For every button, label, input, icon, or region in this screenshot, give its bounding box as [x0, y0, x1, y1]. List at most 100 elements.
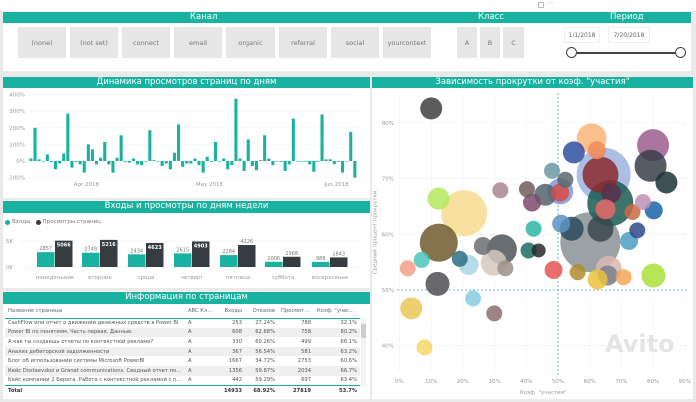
scatter-bubble: [543, 162, 560, 179]
focus-mode-icon[interactable]: [538, 2, 544, 8]
daily-bar: [287, 161, 291, 165]
daily-bar: [201, 161, 205, 173]
x-tick-label: 60%: [584, 379, 596, 385]
col-abc-class[interactable]: ABC Класс: [185, 305, 217, 319]
period-slider-start-handle[interactable]: [566, 47, 577, 58]
daily-bar: [353, 161, 357, 178]
daily-bar: [127, 161, 131, 163]
weekday-bar: [192, 241, 210, 267]
col-page-name[interactable]: Название страницы: [5, 305, 185, 319]
x-tick-label: 0%: [395, 379, 404, 385]
period-slider-end-handle[interactable]: [675, 47, 686, 58]
pages-table: Название страницы ABC Класс Входы Отказо…: [5, 305, 360, 398]
scatter-bubble: [413, 251, 430, 268]
col-bounces[interactable]: Отказов: [245, 305, 278, 319]
x-tick-label: 70%: [615, 379, 627, 385]
daily-bar: [263, 135, 267, 161]
daily-bar: [177, 124, 181, 161]
daily-bar: [131, 158, 135, 161]
scatter-bubble: [634, 149, 667, 182]
x-tick-label: 80%: [647, 379, 659, 385]
daily-bar: [222, 158, 226, 161]
weekday-bar: [283, 256, 301, 267]
table-row[interactable]: Power BI по понятиям. Часть первая. Данн…: [5, 327, 360, 338]
daily-bar: [136, 161, 140, 165]
channel-option-email[interactable]: email: [174, 27, 222, 58]
class-title: Класс: [478, 12, 505, 22]
class-option-b[interactable]: B: [480, 27, 500, 58]
col-engagement[interactable]: Коэф. "участия": [314, 305, 360, 319]
channel-option-social[interactable]: social: [331, 27, 379, 58]
avito-watermark: Avito: [605, 330, 675, 358]
y-tick-label: 60%: [382, 232, 394, 238]
x-tick-label: Jun 2018: [323, 182, 349, 188]
daily-bar: [119, 135, 123, 161]
scatter-ylabel: Средний процент прокрутки: [372, 190, 379, 275]
x-tick-label: May 2018: [196, 182, 224, 188]
channel-option-none[interactable]: (none): [18, 27, 66, 58]
table-row[interactable]: Кейс Dostaevskoi и Granat communications…: [5, 365, 360, 376]
pages-table-title: Информация по страницам: [3, 292, 370, 304]
more-options-icon[interactable]: ···: [548, 0, 554, 7]
channel-option-not-set[interactable]: (not set): [70, 27, 118, 58]
channel-option-connect[interactable]: connect: [122, 27, 170, 58]
scatter-bubble: [595, 199, 616, 220]
scatter-bubble: [562, 141, 585, 164]
table-total-row: Total 14933 68.92% 27819 53.7%: [5, 384, 360, 398]
col-views[interactable]: Просмотры: [278, 305, 314, 319]
x-tick-label: суббота: [271, 275, 294, 281]
x-tick-label: пятница: [226, 275, 250, 281]
table-cell: 56.54%: [245, 346, 278, 357]
data-label: 5066: [57, 243, 71, 249]
daily-bar: [189, 161, 193, 164]
daily-bar: [95, 161, 99, 165]
x-tick-label: вторник: [88, 275, 112, 281]
daily-bar: [316, 161, 320, 162]
table-cell: Кейс Dostaevskoi и Granat communications…: [5, 365, 185, 376]
table-cell: 59.87%: [245, 365, 278, 376]
table-cell: 1356: [217, 365, 245, 376]
weekday-bar: [174, 253, 192, 267]
scatter-bubble: [544, 260, 563, 279]
class-option-c[interactable]: C: [503, 27, 524, 58]
channel-option-organic[interactable]: organic: [226, 27, 275, 58]
y-tick-label: 5K: [6, 239, 13, 245]
scatter-title: Зависимость прокрутки от коэф. "участия": [372, 77, 693, 88]
table-scrollbar[interactable]: [361, 318, 366, 386]
y-tick-label: 70%: [382, 177, 394, 183]
x-tick-label: Apr 2018: [74, 182, 100, 188]
daily-bar: [308, 161, 312, 165]
scatter-bubble: [400, 297, 423, 320]
daily-bar: [107, 161, 111, 165]
y-tick-label: 200%: [9, 126, 25, 132]
data-label: 2615: [176, 247, 189, 253]
scatter-bubble: [441, 190, 488, 237]
y-tick-label: 400%: [9, 93, 25, 99]
class-option-a[interactable]: A: [457, 27, 477, 58]
table-row[interactable]: Анализ дебиторской задолженности A 367 56.5…: [5, 346, 360, 357]
col-entries[interactable]: Входы: [217, 305, 245, 319]
table-scrollbar-thumb[interactable]: [361, 324, 366, 338]
data-label: 988: [316, 256, 326, 262]
scatter-bubble: [492, 182, 509, 199]
weekday-bar: [238, 245, 256, 267]
total-cell: 27819: [278, 384, 314, 398]
scatter-bubble: [655, 171, 678, 194]
scatter-bubble: [427, 187, 450, 210]
weekday-bar: [82, 252, 100, 267]
channel-option-referral[interactable]: referral: [279, 27, 327, 58]
table-cell: 367: [217, 346, 245, 357]
scatter-bubble: [557, 171, 574, 188]
scatter-bubble: [486, 305, 503, 322]
total-cell: 14933: [217, 384, 245, 398]
x-tick-label: воскресенье: [312, 275, 349, 281]
total-cell: 68.92%: [245, 384, 278, 398]
period-start-input[interactable]: 1/1/2018: [564, 27, 600, 43]
period-slider-track[interactable]: [572, 52, 677, 54]
channel-option-yourcontext[interactable]: yourcontext: [383, 27, 431, 58]
x-tick-label: 10%: [425, 379, 437, 385]
period-end-input[interactable]: 7/20/2018: [608, 27, 650, 43]
table-header-row: Название страницы ABC Класс Входы Отказо…: [5, 305, 360, 319]
legend-dot-views: [35, 219, 41, 225]
